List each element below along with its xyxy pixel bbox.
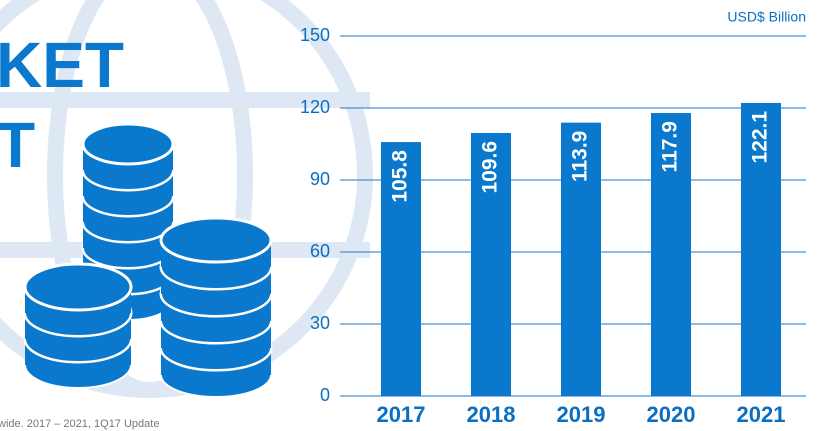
bar — [741, 102, 781, 397]
coin-top — [81, 122, 175, 166]
x-tick-label: 2021 — [737, 402, 786, 427]
headline-text: KET — [0, 29, 124, 101]
footnote: wide. 2017 – 2021, 1Q17 Update — [0, 418, 159, 430]
x-tick-label: 2020 — [647, 402, 696, 427]
globe-meridian — [47, 0, 253, 398]
data-label: 117.9 — [659, 121, 682, 172]
bar — [471, 132, 511, 396]
plot-area: 0 30 60 90 120 150 2017 105.8 2018 109.6 2019 113.9… — [300, 25, 806, 427]
y-tick-label: 30 — [310, 313, 330, 333]
data-label: 109.6 — [479, 141, 502, 194]
data-label: 113.9 — [569, 131, 592, 182]
bar — [381, 142, 421, 396]
bar — [561, 122, 601, 396]
x-tick-label: 2018 — [467, 402, 516, 427]
headline-text: T — [0, 109, 35, 181]
x-tick-label: 2019 — [557, 402, 606, 427]
y-tick-label: 0 — [320, 385, 330, 405]
y-tick-label: 60 — [310, 241, 330, 261]
coin-top — [159, 216, 273, 264]
unit-label: USD$ Billion — [727, 9, 806, 25]
y-tick-label: 150 — [300, 25, 330, 45]
y-tick-label: 120 — [300, 97, 330, 117]
coin-stacks — [23, 122, 273, 398]
data-label: 105.8 — [389, 150, 412, 203]
x-tick-label: 2017 — [377, 402, 426, 427]
coin-top — [23, 262, 133, 312]
bar — [651, 113, 691, 396]
data-label: 122.1 — [749, 111, 772, 164]
y-tick-label: 90 — [310, 169, 330, 189]
